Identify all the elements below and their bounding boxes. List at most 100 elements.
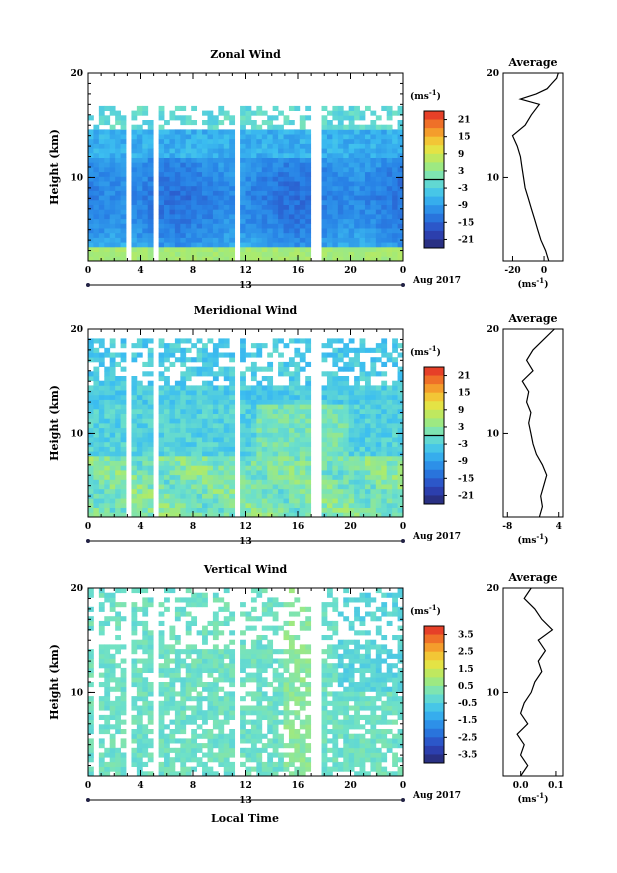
heatmap-cell [343,766,350,772]
heatmap-cell [256,190,263,196]
heatmap-cell [223,498,230,504]
heatmap-cell [196,148,203,154]
heatmap-cell [131,418,138,424]
heatmap-cell [294,766,301,772]
heatmap-cell [229,408,236,414]
heatmap-cell [202,138,208,144]
heatmap-cell [337,181,344,187]
heatmap-cell [180,460,187,466]
heatmap-cell [240,148,246,154]
heatmap-cell [185,204,192,210]
heatmap-cell [223,747,230,753]
heatmap-cell [256,479,263,485]
heatmap-cell [245,237,252,243]
heatmap-cell [326,602,333,608]
heatmap-cell [191,710,198,716]
heatmap-cell [212,138,219,144]
heatmap-cell [88,385,94,391]
heatmap-cell [272,204,279,210]
heatmap-cell [109,394,116,400]
heatmap-cell [348,204,355,210]
heatmap-cell [332,157,339,163]
heatmap-cell [278,390,284,396]
heatmap-cell [278,455,284,461]
heatmap-cell [191,470,198,476]
heatmap-cell [180,682,187,688]
heatmap-cell [267,729,274,735]
heatmap-cell [104,441,111,447]
heatmap-cell [348,460,355,466]
heatmap-cell [104,455,111,461]
heatmap-cell [93,176,100,182]
heatmap-cell [337,455,344,461]
heatmap-cell [348,653,355,659]
heatmap-cell [142,606,149,612]
heatmap-cell [191,394,198,400]
heatmap-cell [212,199,219,205]
heatmap-cell [223,418,230,424]
heatmap-cell [158,512,165,518]
heatmap-cell [207,413,214,419]
heatmap-cell [196,451,203,457]
heatmap-cell [164,484,170,490]
heatmap-cell [223,390,230,396]
heatmap-cell [191,120,198,126]
heatmap-cell [299,423,306,429]
heatmap-cell [250,232,257,238]
heatmap-cell [299,451,306,457]
heatmap-cell [337,185,344,191]
heatmap-cell [343,602,350,608]
heatmap-cell [326,185,333,191]
heatmap-cell [267,138,274,144]
heatmap-cell [180,479,187,485]
heatmap-cell [397,199,404,205]
heatmap-cell [267,700,274,706]
heatmap-cell [256,663,263,669]
heatmap-cell [343,195,350,201]
heatmap-cell [294,474,301,480]
heatmap-cell [169,157,176,163]
heatmap-cell [180,413,187,419]
heatmap-cell [191,218,198,224]
heatmap-cell [109,404,116,410]
heatmap-cell [164,209,170,215]
heatmap-cell [261,743,268,749]
heatmap-cell [109,399,116,405]
heatmap-cell [191,343,198,349]
heatmap-cell [348,752,355,758]
heatmap-cell [207,507,214,513]
heatmap-cell [93,432,100,438]
heatmap-cell [256,256,263,262]
heatmap-cell [240,719,246,725]
heatmap-cell [354,394,360,400]
heatmap-cell [337,152,344,158]
heatmap-cell [212,124,219,130]
heatmap-cell [98,134,105,140]
heatmap-cell [299,185,306,191]
heatmap-cell [294,242,301,248]
heatmap-cell [185,625,192,631]
heatmap-cell [392,256,398,262]
heatmap-cell [191,663,198,669]
heatmap-cell [229,404,236,410]
heatmap-cell [278,124,284,130]
heatmap-cell [397,152,404,158]
heatmap-cell [180,214,187,220]
heatmap-cell [354,204,360,210]
heatmap-cell [288,162,295,168]
heatmap-cell [169,232,176,238]
heatmap-cell [218,209,225,215]
heatmap-cell [381,242,388,248]
heatmap-cell [267,465,274,471]
heatmap-cell [142,427,149,433]
heatmap-cell [196,167,203,173]
heatmap-cell [392,214,398,220]
heatmap-cell [196,176,203,182]
heatmap-cell [386,455,393,461]
heatmap-cell [354,167,360,173]
x-tick-label: 16 [292,522,305,532]
heatmap-cell [164,474,170,480]
heatmap-cell [305,507,312,513]
colorbar-tick-label: 15 [458,133,471,143]
heatmap-cell [272,484,279,490]
